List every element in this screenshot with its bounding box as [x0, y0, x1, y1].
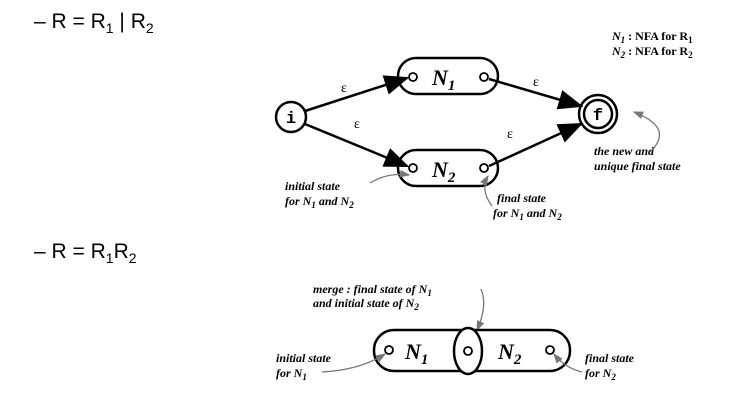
initial-note-pointer	[369, 169, 411, 184]
final-note-pointer	[632, 111, 660, 153]
epsilon-label-2: ε	[354, 117, 360, 132]
edge-i-to-n1	[304, 75, 410, 113]
concat-start-state	[384, 345, 394, 355]
edge-n1-to-f	[488, 77, 584, 110]
n2-start-state	[408, 163, 418, 173]
concat-initial-note-line-1: initial state	[276, 351, 332, 365]
union-diagram: N1 : NFA for R1 N2 : NFA for R2 i f N1 N…	[274, 29, 693, 222]
epsilon-label-3: ε	[533, 75, 539, 90]
initial-state-note-line-1: initial state	[285, 179, 341, 193]
bullet-concat-sub1: 1	[105, 250, 114, 267]
n2-end-state	[479, 163, 489, 173]
n1-label: N1	[431, 65, 455, 94]
bullet-union-mid: | R	[113, 10, 146, 33]
final-state-n-note-line-2: for N1 and N2	[493, 206, 562, 222]
final-state-note-line-2: unique final state	[594, 159, 681, 173]
legend-line-1: N1 : NFA for R1	[611, 29, 693, 45]
concat-final-note-line-1: final state	[585, 351, 635, 365]
edge-i-to-n2	[304, 122, 410, 168]
bullet-union-text: – R = R	[34, 10, 106, 33]
epsilon-label-4: ε	[507, 127, 513, 142]
bullet-concat: – R = R1R2	[34, 240, 137, 266]
final-state-inner-ring	[582, 98, 614, 130]
n2-box	[396, 148, 500, 188]
n2-label: N2	[431, 157, 456, 186]
n1-start-state	[408, 72, 418, 82]
concat-diagram: merge : final state of N1 and initial st…	[276, 282, 635, 382]
bullet-union-sub2: 2	[145, 20, 154, 37]
final-state-note-line-1: the new and	[594, 144, 655, 158]
n1-end-state	[479, 72, 489, 82]
bullet-concat-text: – R = R	[34, 240, 106, 263]
merge-note-line-2: and initial state of N2	[313, 296, 419, 312]
final-state-n-note-pointer	[480, 174, 493, 207]
concat-end-state	[545, 345, 555, 355]
concat-final-note-pointer	[553, 352, 583, 373]
concat-n2-label: N2	[497, 339, 522, 368]
bullet-concat-mid: R	[113, 240, 129, 263]
edge-n2-to-f	[488, 122, 584, 168]
initial-state-note-line-2: for N1 and N2	[285, 194, 354, 210]
bullet-union-sub1: 1	[105, 20, 114, 37]
initial-state-label: i	[286, 110, 296, 129]
bullet-concat-sub2: 2	[128, 250, 137, 267]
concat-n1-label: N1	[404, 339, 428, 368]
bullet-union: – R = R1 | R2	[34, 10, 154, 36]
merge-note-line-1: merge : final state of N1	[313, 282, 432, 298]
epsilon-label-1: ε	[341, 81, 347, 96]
concat-final-note-line-2: for N2	[585, 366, 616, 382]
concat-initial-note-line-2: for N1	[276, 366, 307, 382]
merged-state-dot	[463, 346, 473, 356]
legend-line-2: N2 : NFA for R2	[611, 44, 693, 60]
final-state-n-note-line-1: final state	[497, 191, 547, 205]
merge-note-pointer	[476, 288, 485, 332]
final-state-label: f	[593, 107, 603, 126]
initial-state-node	[274, 100, 308, 134]
concat-initial-note-pointer	[321, 353, 387, 373]
